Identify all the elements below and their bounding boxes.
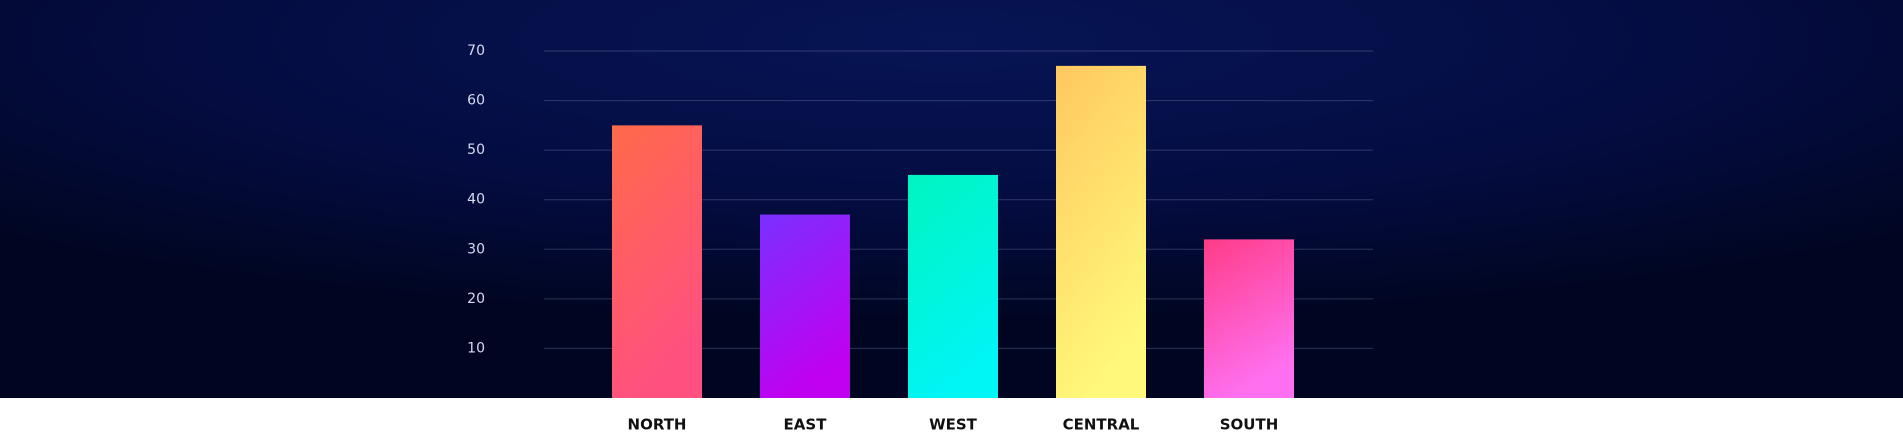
x-tick-label: EAST bbox=[784, 416, 828, 434]
y-tick-label: 40 bbox=[467, 192, 485, 208]
bar bbox=[908, 174, 998, 398]
x-tick-label: CENTRAL bbox=[1063, 416, 1140, 434]
bar bbox=[760, 214, 850, 398]
x-tick-label: SOUTH bbox=[1220, 416, 1279, 434]
bar bbox=[1204, 239, 1294, 398]
y-tick-label: 60 bbox=[467, 93, 485, 109]
y-tick-label: 10 bbox=[467, 340, 485, 356]
y-tick-label: 30 bbox=[467, 241, 485, 257]
bar bbox=[612, 125, 702, 398]
y-tick-label: 50 bbox=[467, 142, 485, 158]
y-tick-label: 70 bbox=[467, 43, 485, 59]
y-tick-label: 20 bbox=[467, 291, 485, 307]
x-tick-label: WEST bbox=[929, 416, 978, 434]
x-tick-label: NORTH bbox=[628, 416, 687, 434]
bar bbox=[1056, 65, 1146, 398]
